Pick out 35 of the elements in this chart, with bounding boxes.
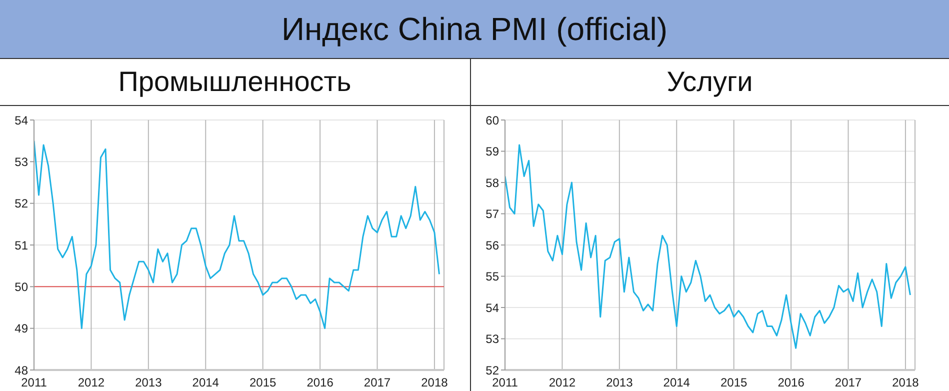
y-tick-label: 52 [486, 363, 500, 378]
x-tick-label: 2011 [492, 376, 518, 390]
y-tick-label: 53 [14, 154, 28, 169]
x-tick-label: 2015 [249, 376, 277, 390]
chart-title: Индекс China PMI (official) [0, 0, 949, 59]
y-tick-label: 54 [14, 113, 28, 128]
y-tick-label: 59 [486, 144, 500, 159]
y-tick-label: 53 [486, 332, 500, 346]
x-tick-label: 2018 [892, 376, 920, 390]
x-tick-label: 2012 [548, 376, 576, 390]
x-tick-label: 2013 [606, 376, 634, 390]
chart-subtitle: Промышленность [0, 59, 470, 105]
x-tick-label: 2013 [135, 376, 162, 390]
y-tick-label: 56 [486, 238, 500, 252]
y-tick-label: 49 [14, 322, 28, 336]
y-tick-label: 60 [486, 113, 500, 128]
x-tick-label: 2012 [78, 376, 105, 390]
x-tick-label: 2018 [421, 376, 448, 390]
x-tick-label: 2015 [720, 376, 748, 390]
chart-subtitle: Услуги [666, 65, 754, 99]
y-tick-label: 54 [486, 300, 500, 315]
x-tick-label: 2016 [306, 376, 334, 390]
y-tick-label: 51 [14, 238, 28, 252]
y-tick-label: 55 [486, 270, 500, 284]
y-tick-label: 52 [14, 196, 28, 211]
y-tick-label: 57 [486, 207, 500, 222]
x-tick-label: 2017 [364, 376, 391, 390]
y-tick-label: 48 [14, 363, 28, 378]
x-tick-label: 2014 [192, 376, 220, 390]
x-tick-label: 2011 [21, 376, 48, 390]
y-tick-label: 50 [14, 280, 28, 294]
x-tick-label: 2014 [663, 376, 690, 390]
y-tick-label: 58 [486, 176, 500, 190]
x-tick-label: 2017 [834, 376, 862, 390]
x-tick-label: 2016 [778, 376, 805, 390]
